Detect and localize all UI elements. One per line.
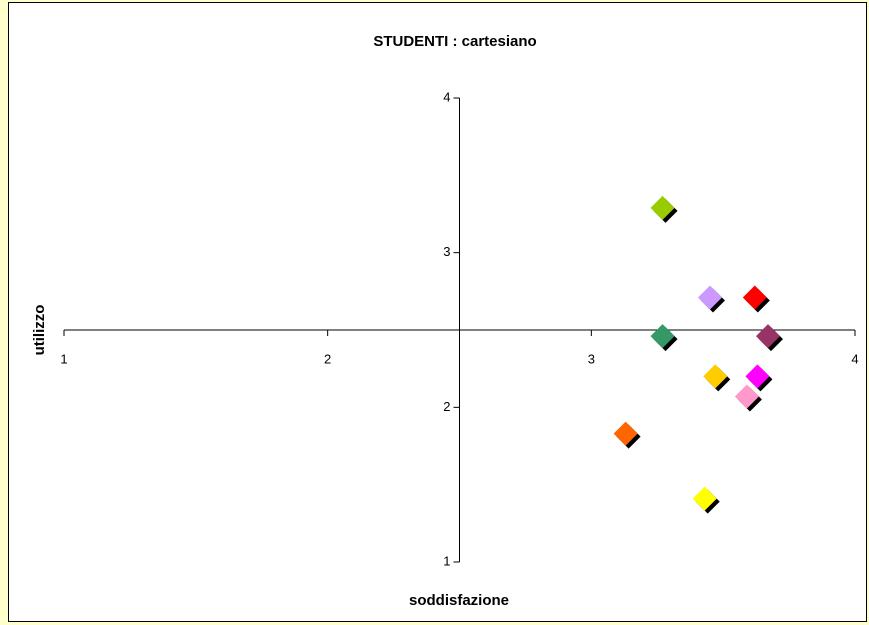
point <box>650 324 675 349</box>
x-tick-label: 3 <box>588 351 595 366</box>
point <box>697 285 722 310</box>
x-tick-label: 1 <box>60 351 67 366</box>
point <box>650 195 675 220</box>
point <box>745 364 770 389</box>
point <box>692 486 717 511</box>
y-tick-label: 3 <box>443 244 450 259</box>
y-tick-label: 1 <box>443 553 450 568</box>
point <box>742 285 767 310</box>
y-tick-label: 4 <box>443 89 450 104</box>
x-tick-label: 4 <box>851 351 858 366</box>
point <box>703 364 728 389</box>
chart-title: STUDENTI : cartesiano <box>373 33 536 50</box>
point <box>613 421 638 446</box>
chart-area <box>8 2 867 622</box>
y-axis-label: utilizzo <box>31 305 48 356</box>
x-tick-label: 2 <box>324 351 331 366</box>
point <box>734 384 759 409</box>
point <box>755 324 780 349</box>
x-axis-label: soddisfazione <box>409 592 509 609</box>
y-tick-label: 2 <box>443 399 450 414</box>
